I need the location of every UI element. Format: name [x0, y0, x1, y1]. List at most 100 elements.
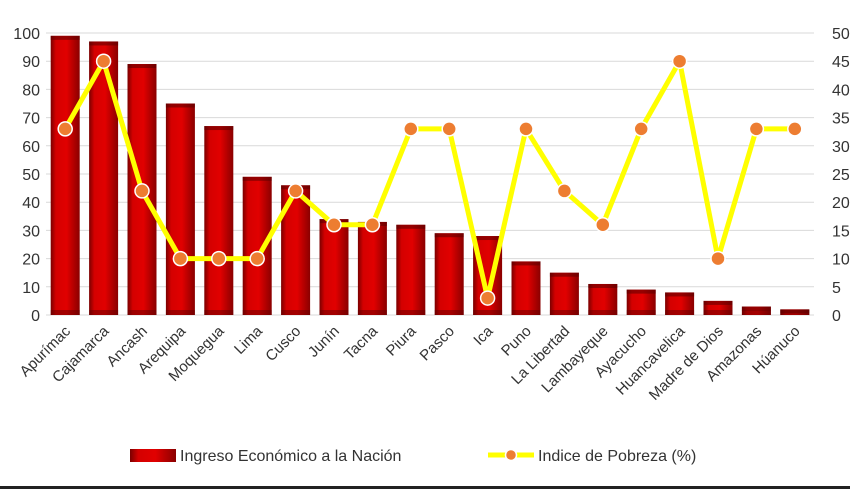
bar-top-edge [50, 35, 80, 40]
bar-top-edge [549, 272, 579, 277]
bar [204, 126, 234, 315]
right-tick-label: 45 [832, 54, 850, 71]
left-tick-label: 70 [22, 111, 40, 128]
bar-top-edge [511, 261, 541, 266]
left-tick-label: 100 [13, 26, 40, 43]
line-point [441, 121, 457, 137]
legend-bar-label: Ingreso Económico a la Nación [180, 448, 401, 465]
category-label: Junín [305, 323, 343, 361]
right-tick-label: 35 [832, 111, 850, 128]
bar-base [780, 310, 810, 315]
category-label: Lima [231, 322, 266, 357]
line-point [211, 250, 227, 267]
right-tick-label: 30 [832, 139, 850, 156]
line-point [134, 183, 150, 199]
bar-top-edge [626, 289, 656, 294]
bar [665, 292, 695, 315]
bar-base [703, 310, 733, 315]
right-tick-label: 20 [832, 195, 850, 212]
bottom-border [0, 486, 850, 489]
bar-top-edge [434, 233, 464, 238]
line-point [403, 121, 419, 137]
bar [549, 272, 579, 315]
bar-base [434, 310, 464, 315]
bar [242, 176, 272, 315]
left-tick-label: 20 [22, 252, 40, 269]
legend: Ingreso Económico a la Nación Indice de … [130, 448, 696, 465]
right-tick-label: 10 [832, 252, 850, 269]
bar-base [242, 310, 272, 315]
line-point [326, 217, 342, 233]
bar-base [665, 310, 695, 315]
category-label: Piura [383, 322, 420, 359]
bar-base [511, 310, 541, 315]
bar-top-edge [165, 103, 195, 108]
left-y-axis: 0 10 20 30 40 50 60 70 80 90 100 [13, 26, 40, 325]
left-tick-label: 10 [22, 280, 40, 297]
bar-top-edge [588, 283, 618, 288]
right-tick-label: 15 [832, 223, 850, 240]
right-tick-label: 5 [832, 280, 841, 297]
gridlines [46, 32, 814, 316]
bar-base [626, 310, 656, 315]
bar-base [127, 310, 157, 315]
category-label: Cusco [262, 323, 304, 365]
line-point [671, 53, 688, 69]
bar-top-edge [473, 236, 503, 241]
bar-top-edge [703, 300, 733, 305]
bar-base [89, 310, 119, 315]
category-label: Ica [470, 322, 497, 349]
right-tick-label: 25 [832, 167, 850, 184]
bar-base [357, 310, 387, 315]
legend-line-marker [504, 448, 518, 462]
bar-top-edge [741, 306, 771, 311]
right-y-axis: 0 5 10 15 20 25 30 35 40 45 50 [832, 26, 850, 325]
left-tick-label: 30 [22, 223, 40, 240]
line-point [479, 290, 496, 306]
line-point [172, 250, 189, 267]
bar-base [165, 310, 195, 315]
right-tick-label: 40 [832, 82, 850, 99]
left-tick-label: 80 [22, 82, 40, 99]
bar-base [319, 310, 349, 315]
left-tick-label: 60 [22, 139, 40, 156]
line-point [595, 217, 611, 233]
line-point [748, 121, 765, 137]
bar-top-edge [780, 309, 810, 314]
line-point [633, 121, 649, 137]
left-tick-label: 90 [22, 54, 40, 71]
line-point [518, 121, 534, 137]
line-point [57, 121, 73, 137]
bar [165, 103, 195, 315]
bar-base [396, 310, 426, 315]
line-point [249, 250, 265, 267]
line-point [556, 183, 573, 199]
bar [741, 306, 771, 315]
line-point [364, 217, 381, 233]
right-tick-label: 0 [832, 308, 841, 325]
bar-base [204, 310, 234, 315]
category-label: Tacna [341, 322, 382, 363]
bar-top-edge [396, 224, 426, 229]
bar [511, 261, 541, 315]
bar-base [588, 310, 618, 315]
line-point [95, 53, 112, 69]
bar-base [741, 310, 771, 315]
bar [50, 35, 80, 315]
line-point [787, 121, 803, 137]
left-tick-label: 40 [22, 195, 40, 212]
bar-top-edge [89, 41, 119, 46]
bar [396, 224, 426, 315]
bar-top-edge [127, 64, 157, 69]
bar [319, 219, 349, 315]
line-series [57, 53, 803, 306]
bar-top-edge [665, 292, 695, 297]
bar [434, 233, 464, 315]
bar [588, 283, 618, 315]
line-point [287, 183, 304, 199]
left-tick-label: 50 [22, 167, 40, 184]
right-tick-label: 50 [832, 26, 850, 43]
bar-top-edge [242, 176, 272, 181]
